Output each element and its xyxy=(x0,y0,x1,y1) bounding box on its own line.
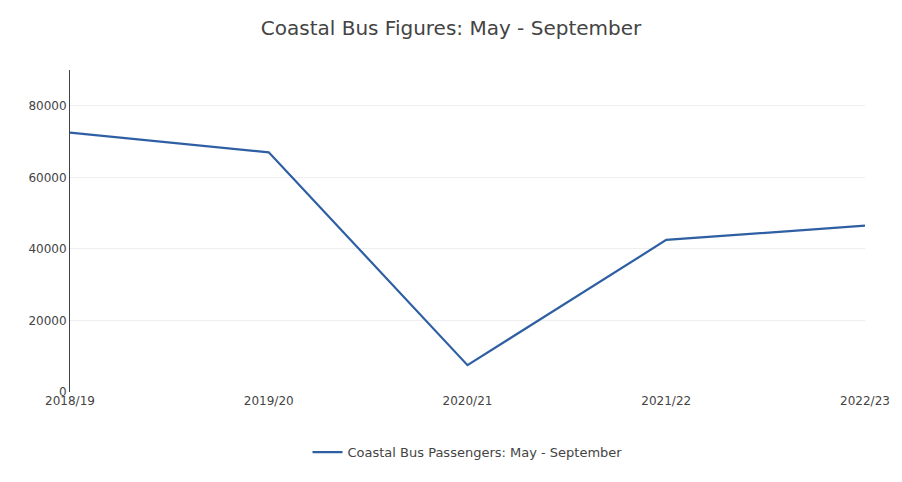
svg-text:2019/20: 2019/20 xyxy=(244,394,294,408)
svg-text:20000: 20000 xyxy=(28,314,66,328)
svg-text:Coastal Bus Figures: May - Sep: Coastal Bus Figures: May - September xyxy=(261,16,642,40)
svg-text:2018/19: 2018/19 xyxy=(45,394,95,408)
svg-text:2020/21: 2020/21 xyxy=(443,394,493,408)
svg-text:60000: 60000 xyxy=(28,171,66,185)
svg-text:2021/22: 2021/22 xyxy=(641,394,691,408)
svg-text:80000: 80000 xyxy=(28,99,66,113)
svg-text:2022/23: 2022/23 xyxy=(840,394,890,408)
svg-text:Coastal Bus Passengers: May -: Coastal Bus Passengers: May - September xyxy=(348,445,623,460)
svg-text:0: 0 xyxy=(59,385,67,399)
svg-text:40000: 40000 xyxy=(28,242,66,256)
